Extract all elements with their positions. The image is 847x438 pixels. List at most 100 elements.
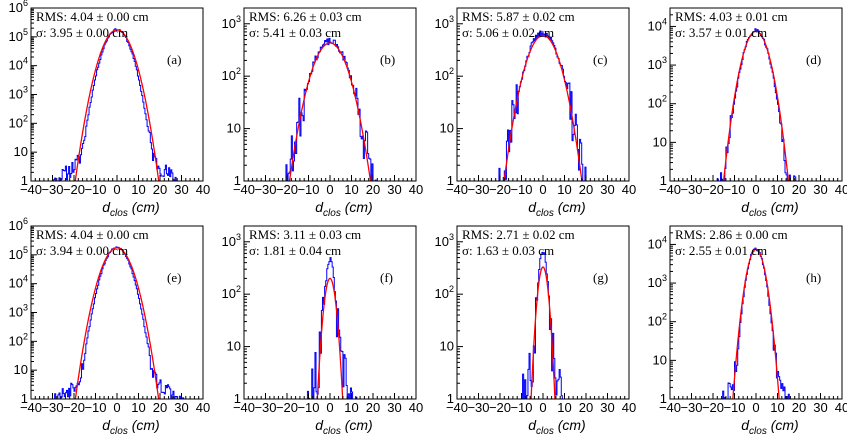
y-tick-label: 10 xyxy=(440,121,454,136)
x-tick-label: −40 xyxy=(659,400,681,415)
y-tick-label: 105 xyxy=(9,245,28,262)
x-axis-label: dclos (cm) xyxy=(102,199,159,219)
rms-label: RMS: 4.04 ± 0.00 cm xyxy=(36,227,149,242)
x-tick-label: −10 xyxy=(723,400,745,415)
y-tick-label: 102 xyxy=(648,312,667,329)
y-tick-label: 10 xyxy=(14,362,28,377)
x-tick-label: −20 xyxy=(276,400,298,415)
y-tick-label: 104 xyxy=(648,16,667,33)
x-axis-label: dclos (cm) xyxy=(528,199,585,219)
histogram-series xyxy=(670,28,842,181)
y-tick-label: 103 xyxy=(648,273,667,290)
rms-label: RMS: 5.87 ± 0.02 cm xyxy=(462,9,575,24)
x-tick-label: −10 xyxy=(510,400,532,415)
y-tick-label: 104 xyxy=(648,234,667,251)
x-tick-label: 0 xyxy=(113,182,120,197)
x-tick-label: 40 xyxy=(622,400,636,415)
panel-tag: (h) xyxy=(806,270,821,285)
x-tick-label: −40 xyxy=(233,400,255,415)
x-tick-label: −40 xyxy=(446,400,468,415)
y-tick-label: 103 xyxy=(435,232,454,249)
rms-label: RMS: 4.03 ± 0.01 cm xyxy=(675,9,788,24)
x-axis-label: dclos (cm) xyxy=(741,417,798,437)
histogram-series xyxy=(457,251,629,399)
x-tick-label: 20 xyxy=(792,182,806,197)
x-tick-label: −40 xyxy=(659,182,681,197)
x-tick-label: −40 xyxy=(20,182,42,197)
sigma-label: σ: 3.57 ± 0.01 cm xyxy=(675,25,767,40)
x-tick-label: 30 xyxy=(174,400,188,415)
x-tick-label: −30 xyxy=(41,400,63,415)
gaussian-fit-series xyxy=(74,247,160,399)
x-tick-label: 40 xyxy=(196,182,210,197)
rms-label: RMS: 2.86 ± 0.00 cm xyxy=(675,227,788,242)
x-tick-label: 10 xyxy=(344,182,358,197)
panel-a: −40 −30 −20 −10 0 10 20 30 40 1 10 102 103 104 105 106 R… xyxy=(9,0,211,219)
x-tick-label: 20 xyxy=(579,400,593,415)
x-tick-label: −30 xyxy=(467,400,489,415)
gaussian-fit-series xyxy=(316,277,344,399)
x-tick-label: 40 xyxy=(409,400,423,415)
y-tick-label: 102 xyxy=(9,331,28,348)
x-tick-label: 20 xyxy=(366,182,380,197)
sigma-label: σ: 3.95 ± 0.00 cm xyxy=(36,25,128,40)
y-tick-label: 103 xyxy=(9,303,28,320)
x-tick-label: −30 xyxy=(680,400,702,415)
x-axis-label: dclos (cm) xyxy=(315,417,372,437)
y-tick-label: 10 xyxy=(440,339,454,354)
x-tick-label: 10 xyxy=(557,400,571,415)
x-tick-label: −10 xyxy=(84,182,106,197)
histogram-series xyxy=(457,30,629,181)
x-tick-label: 0 xyxy=(113,400,120,415)
x-tick-label: 20 xyxy=(579,182,593,197)
x-tick-label: −10 xyxy=(84,400,106,415)
panel-tag: (c) xyxy=(593,52,607,67)
y-tick-label: 102 xyxy=(222,66,241,83)
x-tick-label: −40 xyxy=(233,182,255,197)
x-tick-label: 30 xyxy=(387,182,401,197)
x-tick-label: 30 xyxy=(600,400,614,415)
rms-label: RMS: 2.71 ± 0.02 cm xyxy=(462,227,575,242)
y-tick-label: 103 xyxy=(648,55,667,72)
sigma-label: σ: 1.63 ± 0.03 cm xyxy=(462,243,554,258)
y-tick-label: 106 xyxy=(9,216,28,233)
y-tick-label: 102 xyxy=(435,66,454,83)
panel-tag: (b) xyxy=(380,52,395,67)
x-tick-label: 40 xyxy=(622,182,636,197)
y-tick-label: 102 xyxy=(648,94,667,111)
x-axis-label: dclos (cm) xyxy=(102,417,159,437)
gaussian-fit-series xyxy=(530,266,556,399)
histogram-series xyxy=(244,257,416,399)
x-tick-label: −30 xyxy=(680,182,702,197)
x-tick-label: −30 xyxy=(41,182,63,197)
x-tick-label: 0 xyxy=(326,400,333,415)
x-tick-label: −10 xyxy=(723,182,745,197)
x-tick-label: −10 xyxy=(510,182,532,197)
panel-tag: (g) xyxy=(593,270,608,285)
panel-tag: (a) xyxy=(167,52,181,67)
x-tick-label: 30 xyxy=(813,400,827,415)
panel-tag: (f) xyxy=(380,270,393,285)
gaussian-fit-series xyxy=(732,248,780,399)
y-tick-label: 10 xyxy=(14,144,28,159)
y-tick-label: 103 xyxy=(222,14,241,31)
y-tick-label: 10 xyxy=(227,339,241,354)
panel-c: −40 −30 −20 −10 0 10 20 30 40 1 10 102 103 RMS: 5.87 … xyxy=(435,7,636,219)
x-tick-label: 0 xyxy=(539,400,546,415)
y-tick-label: 102 xyxy=(222,284,241,301)
rms-label: RMS: 4.04 ± 0.00 cm xyxy=(36,9,149,24)
y-tick-label: 102 xyxy=(9,113,28,130)
x-tick-label: −40 xyxy=(20,400,42,415)
histogram-series xyxy=(31,28,203,181)
x-tick-label: 10 xyxy=(344,400,358,415)
x-tick-label: 30 xyxy=(813,182,827,197)
x-tick-label: −30 xyxy=(254,182,276,197)
x-tick-label: −20 xyxy=(276,182,298,197)
x-tick-label: −20 xyxy=(702,400,724,415)
x-tick-label: 10 xyxy=(770,400,784,415)
x-tick-label: 20 xyxy=(153,182,167,197)
x-tick-label: 40 xyxy=(835,400,847,415)
y-tick-label: 103 xyxy=(435,14,454,31)
y-tick-label: 1 xyxy=(21,391,28,406)
